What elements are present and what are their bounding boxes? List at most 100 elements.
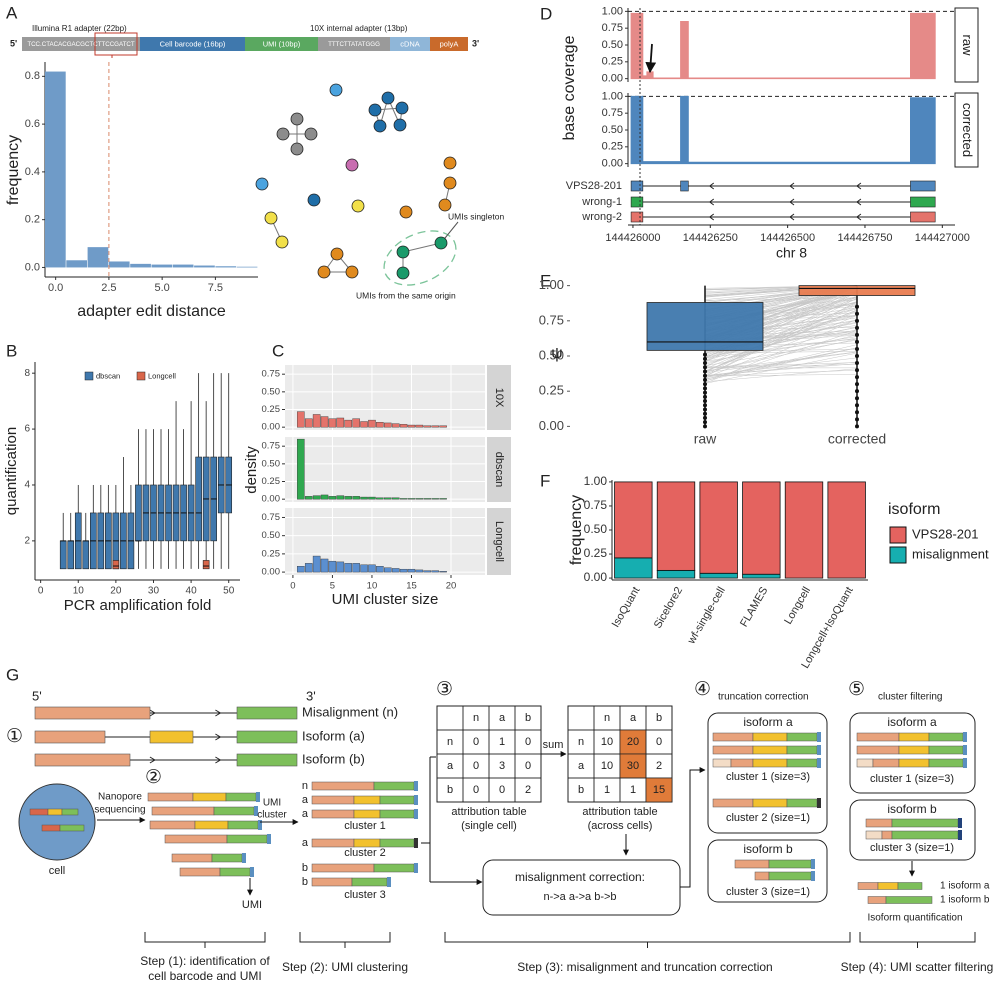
bar	[320, 494, 329, 500]
bar	[312, 555, 321, 573]
network-node	[373, 119, 387, 133]
cell-label: cell	[49, 865, 66, 877]
bar	[320, 416, 329, 428]
outlier	[855, 403, 859, 408]
bar	[439, 425, 447, 428]
table-text: n	[604, 712, 610, 724]
x-tick-label: 5	[330, 581, 335, 592]
pair-line	[704, 336, 858, 362]
read-segment	[712, 732, 754, 742]
y-axis-title: quantification	[3, 427, 20, 515]
x-tick-label: 50	[223, 586, 235, 597]
pair-line	[704, 351, 858, 374]
origin-ellipse	[383, 230, 457, 286]
outlier	[703, 352, 707, 357]
bar	[368, 419, 376, 428]
pair-line	[704, 364, 858, 368]
umi-cap	[817, 758, 821, 768]
outlier	[855, 361, 859, 366]
read-segment	[164, 834, 228, 844]
umi-cap	[256, 792, 260, 802]
facet-strip	[487, 437, 511, 502]
segment-label: cDNA	[400, 39, 420, 48]
network-node	[443, 176, 457, 190]
x-tick-label: 5.0	[155, 282, 170, 294]
strand-arrow	[149, 756, 156, 764]
read-segment	[856, 758, 874, 768]
step-label: Nanopore	[98, 792, 142, 803]
table-text: a	[578, 760, 585, 772]
step-caption: Step (4): UMI scatter filtering	[841, 960, 994, 974]
x-tick-label: 144426250	[683, 232, 738, 244]
read-segment	[211, 853, 243, 863]
pair-line	[704, 311, 858, 372]
network-node	[395, 101, 409, 115]
y-tick-label: 8	[24, 368, 30, 379]
read-segment	[752, 745, 788, 755]
facet-strip	[954, 7, 979, 83]
y-axis-title: base coverage	[561, 35, 578, 140]
facet-label: raw	[960, 35, 975, 57]
bar	[384, 567, 392, 573]
network-label: UMIs from the same origin	[356, 290, 456, 300]
y-tick-label: 0.4	[25, 166, 40, 178]
pair-line	[704, 349, 858, 352]
x-tick-label: IsoQuant	[610, 585, 643, 630]
adapter-segment	[390, 37, 430, 51]
box	[59, 540, 67, 570]
facet-strip	[487, 365, 511, 430]
facet-label: 10X	[493, 388, 505, 408]
bar	[391, 423, 400, 428]
adapter-segment	[318, 37, 390, 51]
read-segment	[786, 745, 818, 755]
bar	[328, 496, 337, 500]
quant-label: 1 isoform b	[940, 895, 990, 906]
outlier	[855, 304, 859, 309]
read-segment	[898, 758, 930, 768]
legend-label: dbscan	[96, 371, 120, 380]
five-prime: 5'	[10, 38, 17, 48]
facet-label: dbscan	[493, 452, 505, 487]
pair-line	[704, 352, 858, 384]
y-tick-label: 0.25	[602, 56, 623, 68]
step-label: cluster	[257, 810, 287, 821]
arrow	[680, 767, 706, 888]
outlier	[855, 325, 859, 330]
read-segment	[881, 830, 893, 840]
umi-cap	[817, 798, 821, 808]
umi-cap	[267, 834, 271, 844]
y-tick-label: 0.0	[25, 261, 40, 273]
step-caption: cell barcode and UMI	[148, 969, 261, 983]
outlier	[703, 377, 707, 382]
x-tick-label: Sicelore2	[652, 585, 685, 631]
bar	[407, 568, 416, 573]
x-tick-label: 7.5	[208, 282, 223, 294]
network-node	[307, 193, 321, 207]
table-cell	[514, 777, 542, 803]
box	[135, 484, 142, 542]
read-segment	[856, 745, 900, 755]
network-node	[381, 91, 395, 105]
sum-label: sum	[543, 739, 564, 751]
bar	[352, 563, 360, 573]
y-tick-label: 0.8	[25, 70, 40, 82]
pair-line	[704, 308, 858, 362]
isoform-box	[707, 839, 828, 903]
y-tick-label: 0.25	[262, 476, 281, 487]
panel-letter: F	[540, 471, 550, 490]
x-tick-label: Longcell	[782, 585, 813, 626]
read-segment	[379, 809, 415, 819]
pair-line	[704, 309, 858, 372]
panel-letter: A	[6, 3, 18, 22]
cluster-label: cluster 3	[344, 889, 386, 901]
read-segment	[734, 859, 770, 869]
exon	[149, 730, 194, 744]
outlier	[703, 373, 707, 378]
umi-cap	[958, 818, 962, 828]
umi-cap	[817, 732, 821, 742]
coverage-area	[630, 12, 936, 80]
table-text: n	[473, 712, 479, 724]
network-node	[276, 127, 290, 141]
x-tick-label: 20	[110, 586, 122, 597]
